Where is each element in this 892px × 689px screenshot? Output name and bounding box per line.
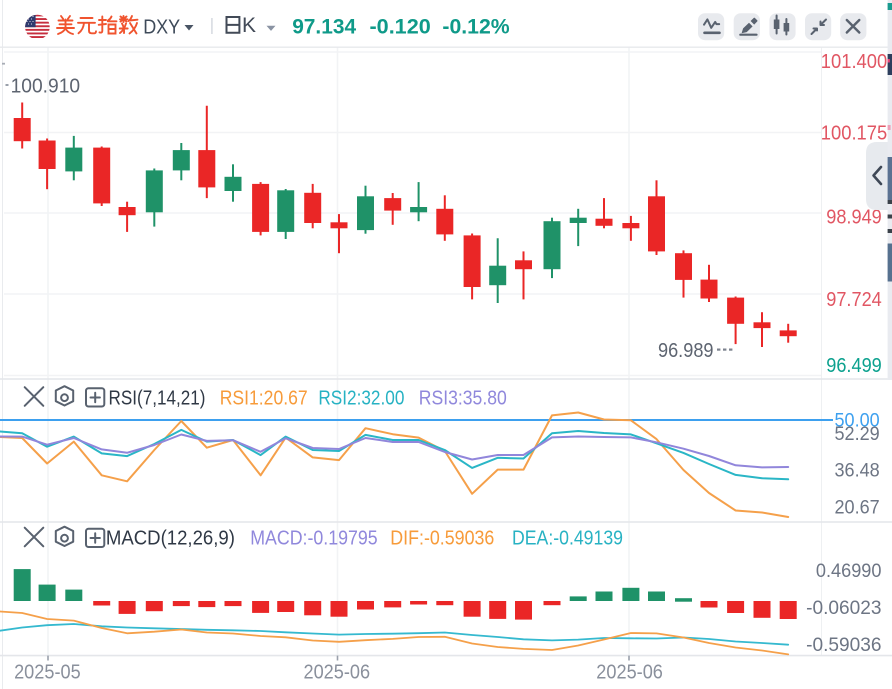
svg-text:-0.06023: -0.06023	[806, 597, 881, 619]
svg-text:RSI2:32.00: RSI2:32.00	[318, 388, 404, 410]
svg-text:0.46990: 0.46990	[816, 560, 882, 582]
svg-text:DIF:-0.59036: DIF:-0.59036	[390, 527, 494, 549]
svg-text:97.724: 97.724	[826, 289, 882, 311]
svg-text:98.949: 98.949	[826, 207, 882, 229]
svg-text:RSI3:35.80: RSI3:35.80	[419, 388, 507, 410]
svg-text:-0.59036: -0.59036	[806, 634, 881, 656]
svg-text:-0.120: -0.120	[370, 16, 431, 39]
svg-text:20.67: 20.67	[835, 497, 880, 519]
svg-text:100.910: 100.910	[11, 76, 81, 98]
svg-text:96.499: 96.499	[826, 355, 882, 377]
svg-text:RSI(7,14,21): RSI(7,14,21)	[109, 388, 206, 410]
svg-text:DEA:-0.49139: DEA:-0.49139	[512, 527, 623, 549]
svg-text:101.400: 101.400	[821, 51, 887, 73]
svg-text:MACD:-0.19795: MACD:-0.19795	[250, 527, 378, 549]
svg-text:52.29: 52.29	[835, 423, 880, 445]
svg-text:50.00: 50.00	[835, 410, 880, 432]
svg-text:DXY: DXY	[143, 16, 180, 38]
svg-text:96.989: 96.989	[658, 340, 714, 362]
svg-text:97.134: 97.134	[292, 16, 356, 39]
svg-text:2025-06: 2025-06	[304, 662, 371, 684]
svg-text:2025-06: 2025-06	[596, 662, 663, 684]
svg-text:RSI1:20.67: RSI1:20.67	[220, 388, 308, 410]
svg-text:K: K	[242, 14, 256, 37]
svg-text:2025-05: 2025-05	[14, 662, 81, 684]
svg-text:-0.12%: -0.12%	[442, 16, 510, 39]
svg-text:36.48: 36.48	[835, 460, 880, 482]
svg-text:MACD(12,26,9): MACD(12,26,9)	[106, 527, 235, 549]
svg-text:100.175: 100.175	[821, 123, 887, 145]
